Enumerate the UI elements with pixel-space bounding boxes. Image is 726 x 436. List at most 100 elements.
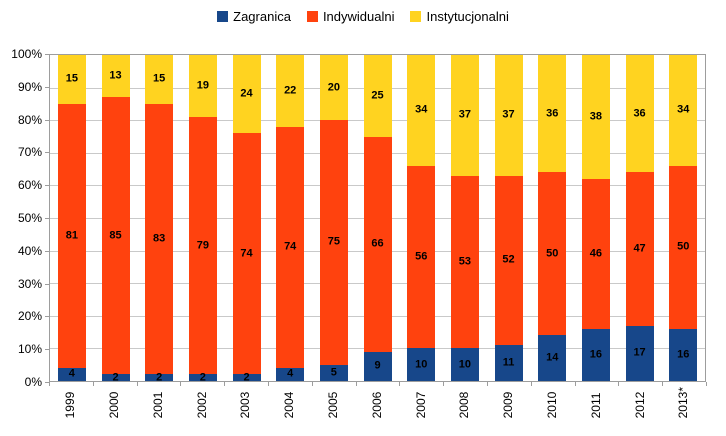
bar-segment-indywidualni: 74 [276,126,305,368]
x-axis-tick [706,382,707,386]
x-axis-tick [530,382,532,386]
stacked-bar-2000: 13 85 2 [101,55,130,383]
x-axis-category-label: 2005 [326,391,341,419]
bar-slot-2005: 20 75 5 [312,55,356,381]
x-axis-category-label: 2009 [501,391,516,419]
y-axis-tick-label: 20% [17,309,42,324]
segment-value-label: 2 [243,371,250,384]
segment-value-label: 2 [156,371,163,384]
bar-segment-zagranica: 2 [232,371,261,384]
bar-segment-indywidualni: 46 [581,178,610,329]
bar-segment-instytucjonalni: 37 [494,55,523,176]
y-axis-tick [45,283,49,285]
segment-value-label: 66 [371,237,384,250]
y-axis-tick-label: 0% [24,375,42,389]
bar-segment-indywidualni: 47 [625,172,654,326]
stacked-bar-2002: 19 79 2 [188,55,217,383]
x-label-cell: 2007 [399,387,443,419]
bar-slot-2006: 25 66 9 [356,55,400,381]
x-label-cell: 2002 [180,387,224,419]
x-label-cell: 2001 [137,387,181,419]
stacked-bar-2008: 37 53 10 [450,55,479,381]
segment-value-label: 22 [284,84,297,97]
legend-swatch-icon [217,11,229,22]
segment-value-label: 4 [287,367,294,380]
x-axis-category-label: 2010 [545,391,560,419]
bar-segment-zagranica: 17 [625,325,654,381]
segment-value-label: 46 [589,247,603,260]
x-axis-tick [224,382,226,386]
bar-segment-indywidualni: 66 [363,136,392,352]
x-axis-tick [355,382,357,386]
bar-segment-indywidualni: 50 [669,165,698,329]
stacked-bar-2004: 22 74 4 [276,55,305,381]
bar-segment-indywidualni: 85 [101,97,130,375]
bar-segment-instytucjonalni: 22 [276,55,305,127]
bar-segment-zagranica: 4 [276,367,305,381]
segment-value-label: 50 [677,240,690,253]
bar-segment-indywidualni: 83 [145,103,174,375]
y-axis-tick-label: 40% [17,243,42,258]
segment-value-label: 75 [327,235,340,248]
bar-slot-2010: 36 50 14 [530,55,574,381]
segment-value-label: 83 [153,232,166,245]
segment-value-label: 20 [327,81,340,94]
x-axis-tick [662,382,664,386]
x-axis-tick [487,382,488,386]
segment-value-label: 79 [196,239,209,252]
segment-value-label: 17 [633,346,646,359]
legend: Zagranica Indywidualni Instytucjonalni [0,9,726,24]
bar-segment-indywidualni: 75 [319,120,348,365]
bar-segment-zagranica: 11 [494,345,523,381]
legend-item-1: Indywidualni [306,9,394,24]
x-label-cell: 2003 [224,387,268,419]
segment-value-label: 13 [109,69,122,82]
segment-value-label: 11 [502,356,515,369]
segment-value-label: 47 [633,242,646,255]
bar-slot-2000: 13 85 2 [94,55,138,383]
y-axis-tick-label: 60% [17,178,42,193]
bar-segment-zagranica: 5 [319,364,348,381]
y-axis-tick [45,119,49,121]
x-label-cell: 2012 [618,387,662,419]
segment-value-label: 10 [458,358,471,371]
x-label-cell: 2011 [575,387,619,419]
y-axis-tick [45,382,49,383]
stacked-bar-1999: 15 81 4 [57,55,86,381]
x-axis-category-label: 1999 [63,391,78,419]
x-axis-tick [311,382,313,386]
x-axis-tick [92,382,94,386]
y-axis-tick [45,218,49,219]
stacked-bar-2013*: 34 50 16 [669,55,698,381]
x-axis-category-label: 2000 [107,391,122,419]
bar-segment-indywidualni: 81 [57,103,86,368]
bar-segment-zagranica: 4 [57,367,86,381]
bar-segment-instytucjonalni: 15 [145,55,174,104]
bar-slot-1999: 15 81 4 [50,55,94,381]
bar-segment-zagranica: 9 [363,351,392,381]
stacked-bar-2010: 36 50 14 [538,55,567,381]
bar-slot-2008: 37 53 10 [443,55,487,381]
x-axis-category-label: 2011 [588,392,603,419]
stacked-bar-2011: 38 46 16 [581,55,610,381]
bar-slot-2009: 37 52 11 [487,55,531,381]
bar-slot-2001: 15 83 2 [137,55,181,384]
x-axis-category-label: 2003 [238,391,253,419]
y-axis-tick [45,86,49,88]
x-axis-tick [399,382,401,386]
bar-segment-zagranica: 16 [669,328,698,381]
y-axis-tick [45,152,49,154]
bar-segment-zagranica: 10 [450,348,479,381]
y-axis-tick-label: 70% [17,145,42,160]
x-axis-category-label: 2007 [413,391,428,419]
bar-slot-2007: 34 56 10 [399,55,443,381]
bar-segment-instytucjonalni: 36 [538,55,567,173]
segment-value-label: 85 [109,229,122,242]
segment-value-label: 74 [240,247,253,260]
segment-value-label: 4 [68,367,75,380]
segment-value-label: 25 [371,89,384,102]
plot-area: 15 81 4 13 85 2 15 83 2 19 79 2 24 74 2 22 74 4 20 75 5 25 66 9… [49,54,706,384]
x-axis-tick [268,382,269,386]
y-axis-tick-label: 10% [17,342,42,357]
segment-value-label: 9 [374,359,381,372]
